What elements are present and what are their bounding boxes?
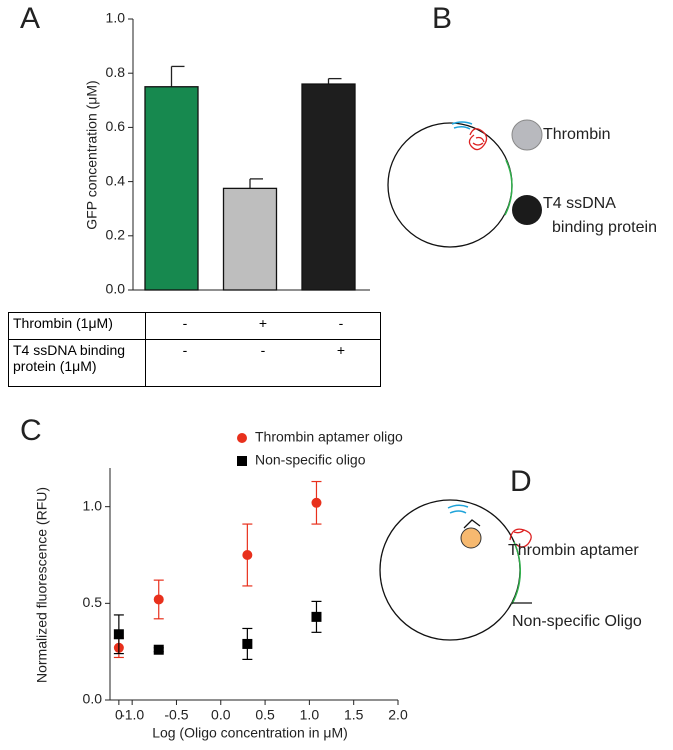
point: [153, 594, 164, 605]
thrombin-icon: [511, 119, 543, 151]
y-tick-label: 0.6: [106, 118, 126, 134]
plasmid: [379, 499, 521, 641]
y-tick-label: 0.8: [106, 64, 126, 80]
table-cell: -: [302, 312, 381, 340]
bar: [222, 187, 278, 291]
table-cell: -: [224, 339, 302, 387]
panel-label: A: [20, 2, 40, 35]
table-cell: +: [224, 312, 302, 340]
x-axis-label: Log (Oligo concentration in μM): [152, 725, 348, 741]
oligo: [447, 504, 469, 514]
legend-label: Non-specific oligo: [255, 452, 366, 468]
y-tick-label: 0.0: [83, 691, 103, 707]
table-row: Thrombin (1μM) - + -: [8, 312, 381, 340]
t4-icon: [512, 195, 542, 225]
legend-label: T4 ssDNA: [543, 195, 616, 212]
y-tick-label: 0.5: [83, 594, 103, 610]
legend-marker: [237, 456, 247, 466]
y-tick-label: 0.2: [106, 227, 126, 243]
thrombin-icon: [460, 527, 482, 549]
point: [311, 497, 322, 508]
table-row: T4 ssDNA binding protein (1μM) - - +: [8, 339, 381, 387]
y-axis-label: GFP concentration (μM): [84, 80, 100, 229]
oligo: [451, 121, 473, 130]
x-tick-label: -1.0: [120, 707, 144, 723]
table-cell: T4 ssDNA binding protein (1μM): [8, 339, 146, 387]
point: [153, 644, 164, 655]
table-cell: -: [145, 312, 224, 340]
y-tick-label: 0.0: [106, 281, 126, 297]
bar: [301, 83, 356, 291]
legend-label: Thrombin: [543, 126, 611, 143]
gene-segment: [511, 541, 521, 605]
point: [242, 550, 253, 560]
condition-table: Thrombin (1μM) - + - T4 ssDNA binding pr…: [8, 312, 381, 387]
y-tick-label: 0.4: [106, 172, 126, 188]
gene-segment: [504, 159, 513, 216]
legend-label: Thrombin aptamer oligo: [255, 429, 403, 445]
panel-label: C: [20, 414, 42, 447]
point: [113, 629, 124, 640]
panel-label: D: [510, 465, 532, 498]
point: [242, 638, 253, 649]
legend-label: Thrombin aptamer: [508, 542, 639, 559]
diagram-d: [379, 499, 532, 641]
aptamer: [468, 128, 488, 151]
table-cell: -: [145, 339, 224, 387]
table-cell: +: [302, 339, 381, 387]
legend-label: Non-specific Oligo: [512, 613, 642, 630]
x-tick-label: 2.0: [388, 707, 408, 723]
x-tick-label: 1.5: [344, 707, 364, 723]
bar: [144, 86, 199, 291]
oligo-strand: [463, 519, 481, 529]
legend-marker: [237, 433, 247, 443]
plasmid: [387, 122, 513, 248]
legend-label: binding protein: [552, 219, 657, 236]
x-tick-label: 1.0: [300, 707, 320, 723]
point: [311, 611, 322, 622]
y-axis-label: Normalized fluorescence (RFU): [34, 487, 50, 683]
x-tick-label: 0.0: [211, 707, 231, 723]
x-tick-label: -0.5: [164, 707, 188, 723]
y-tick-label: 1.0: [106, 10, 126, 26]
diagram-b: [387, 119, 543, 248]
y-tick-label: 1.0: [83, 497, 103, 513]
x-tick-label: 0: [115, 707, 123, 723]
panel-label: B: [432, 2, 452, 35]
table-cell: Thrombin (1μM): [8, 312, 146, 340]
x-tick-label: 0.5: [255, 707, 275, 723]
aptamer-icon: [509, 528, 532, 548]
